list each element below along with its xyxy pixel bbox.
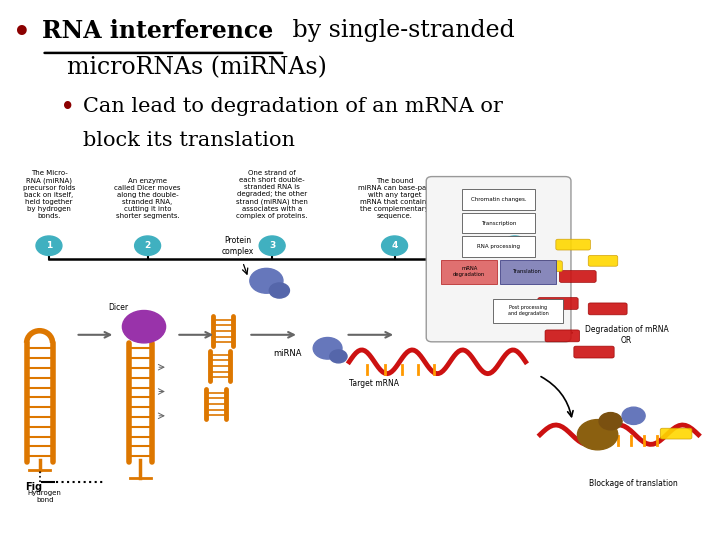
Text: Can lead to degradation of an mRNA or: Can lead to degradation of an mRNA or (83, 97, 503, 116)
Circle shape (250, 268, 283, 293)
Text: 1: 1 (46, 241, 52, 250)
Text: Hydrogen
bond: Hydrogen bond (27, 490, 62, 503)
FancyBboxPatch shape (588, 255, 618, 266)
FancyBboxPatch shape (441, 260, 498, 284)
Text: Post processing
and degradation: Post processing and degradation (508, 306, 548, 316)
Text: by single-stranded: by single-stranded (285, 19, 515, 42)
Text: mRNA
degradation: mRNA degradation (453, 266, 485, 277)
Text: miRNA: miRNA (274, 349, 302, 359)
FancyBboxPatch shape (462, 237, 535, 257)
Text: microRNAs (miRNAs): microRNAs (miRNAs) (67, 57, 327, 80)
Text: The miRNA-protein
complex prevents gene
expression either by
degrading the targe: The miRNA-protein complex prevents gene … (474, 178, 556, 219)
FancyBboxPatch shape (462, 213, 535, 233)
Text: Chromatin changes.: Chromatin changes. (471, 197, 526, 202)
Circle shape (330, 350, 347, 363)
Text: Target mRNA: Target mRNA (349, 379, 400, 388)
Circle shape (135, 236, 161, 255)
Text: block its translation: block its translation (83, 131, 294, 150)
Text: The Micro-
RNA (miRNA)
precursor folds
back on itself,
held together
by hydrogen: The Micro- RNA (miRNA) precursor folds b… (23, 170, 75, 219)
FancyBboxPatch shape (588, 303, 627, 315)
Text: 2: 2 (145, 241, 150, 250)
Text: One strand of
each short double-
stranded RNA is
degraded; the other
strand (miR: One strand of each short double- strande… (236, 170, 308, 219)
Text: Degradation of mRNA
OR: Degradation of mRNA OR (585, 326, 668, 345)
Circle shape (122, 310, 166, 343)
Circle shape (382, 236, 408, 255)
FancyBboxPatch shape (574, 346, 614, 358)
Text: Dicer: Dicer (109, 303, 129, 313)
Circle shape (269, 283, 289, 298)
Circle shape (622, 407, 645, 424)
Text: RNA interference: RNA interference (42, 19, 273, 43)
Text: An enzyme
called Dicer moves
along the double-
stranded RNA,
cutting it into
sho: An enzyme called Dicer moves along the d… (114, 178, 181, 219)
Text: The bound
miRNA can base-pair
with any target
mRNA that contains
the complementa: The bound miRNA can base-pair with any t… (358, 178, 431, 219)
Circle shape (36, 236, 62, 255)
FancyBboxPatch shape (462, 190, 535, 210)
Text: •: • (61, 97, 75, 117)
Text: Translation: Translation (513, 269, 542, 274)
Text: 5: 5 (512, 241, 518, 250)
FancyBboxPatch shape (556, 239, 590, 250)
FancyBboxPatch shape (538, 298, 578, 309)
Text: Transcription: Transcription (481, 221, 516, 226)
Text: 4: 4 (392, 241, 397, 250)
Text: Protein
complex: Protein complex (222, 237, 253, 256)
Circle shape (577, 420, 618, 450)
Circle shape (599, 413, 622, 430)
FancyBboxPatch shape (492, 299, 563, 323)
Circle shape (502, 236, 528, 255)
Circle shape (259, 236, 285, 255)
FancyBboxPatch shape (531, 261, 562, 272)
Text: RNA processing: RNA processing (477, 244, 520, 249)
Text: 3: 3 (269, 241, 275, 250)
FancyBboxPatch shape (660, 428, 692, 439)
Text: Fig: Fig (25, 482, 42, 492)
Text: •: • (13, 19, 31, 47)
FancyBboxPatch shape (559, 271, 596, 282)
FancyBboxPatch shape (545, 330, 580, 342)
Circle shape (313, 338, 342, 359)
FancyBboxPatch shape (500, 260, 556, 284)
Text: Blockage of translation: Blockage of translation (589, 479, 678, 488)
FancyBboxPatch shape (426, 177, 571, 342)
